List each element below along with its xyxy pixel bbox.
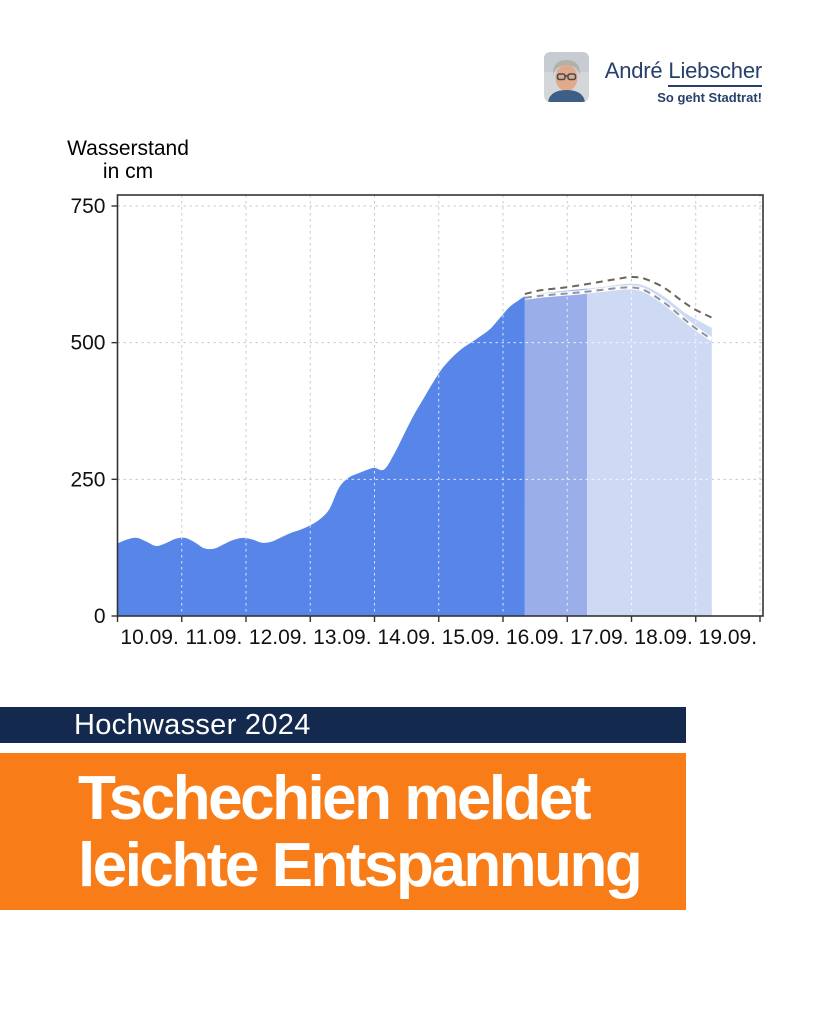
topic-banner-label: Hochwasser 2024 — [74, 708, 311, 741]
svg-text:14.09.: 14.09. — [377, 626, 435, 649]
headline-line1: Tschechien meldet — [78, 764, 592, 833]
svg-text:750: 750 — [70, 195, 105, 218]
brand-text: André Liebscher So geht Stadtrat! — [605, 52, 762, 105]
svg-text:18.09.: 18.09. — [634, 626, 692, 649]
svg-text:16.09.: 16.09. — [506, 626, 564, 649]
avatar — [543, 52, 589, 102]
svg-text:250: 250 — [70, 468, 105, 491]
brand-tagline: So geht Stadtrat! — [657, 90, 762, 105]
plot-border — [116, 194, 764, 617]
svg-text:500: 500 — [70, 332, 105, 355]
chart-title-line2: in cm — [102, 160, 154, 183]
svg-text:0: 0 — [94, 605, 106, 628]
avatar-glasses — [556, 73, 577, 81]
header: André Liebscher So geht Stadtrat! — [543, 52, 762, 105]
x-axis-labels: 10.09. 11.09. 12.09. 13.09. 14.09. 15.09. 16.0… — [120, 626, 757, 649]
svg-text:19.09.: 19.09. — [699, 626, 757, 649]
chart-title: Wasserstand in cm — [58, 137, 198, 183]
area-forecast-short-term — [524, 288, 588, 616]
headline-block: Tschechien meldet leichte Entspannung — [0, 753, 686, 910]
area-forecast-extended — [587, 283, 712, 616]
svg-text:17.09.: 17.09. — [570, 626, 628, 649]
avatar-hair — [552, 60, 580, 78]
forecast-lower-dashed-line — [524, 286, 713, 341]
brand-last-name: Liebscher — [668, 58, 762, 87]
headline-line2: leichte Entspannung — [78, 831, 643, 900]
svg-text:12.09.: 12.09. — [249, 626, 307, 649]
y-axis-labels: 0 250 500 750 — [70, 195, 105, 628]
brand-name: André Liebscher — [604, 58, 762, 87]
chart-title-line1: Wasserstand — [67, 137, 189, 160]
svg-text:11.09.: 11.09. — [185, 626, 242, 649]
topic-banner: Hochwasser 2024 — [0, 707, 686, 743]
area-measured — [117, 296, 525, 616]
brand-first-name: André — [604, 58, 663, 83]
avatar-shirt — [547, 90, 585, 102]
svg-text:13.09.: 13.09. — [313, 626, 371, 649]
svg-text:10.09.: 10.09. — [120, 626, 178, 649]
svg-text:15.09.: 15.09. — [442, 626, 500, 649]
axis-ticks — [111, 205, 761, 622]
chart-canvas: 10.09. 11.09. 12.09. 13.09. 14.09. 15.09. 16.0… — [70, 194, 764, 649]
forecast-upper-dashed-line — [524, 276, 716, 321]
avatar-face — [555, 65, 578, 91]
